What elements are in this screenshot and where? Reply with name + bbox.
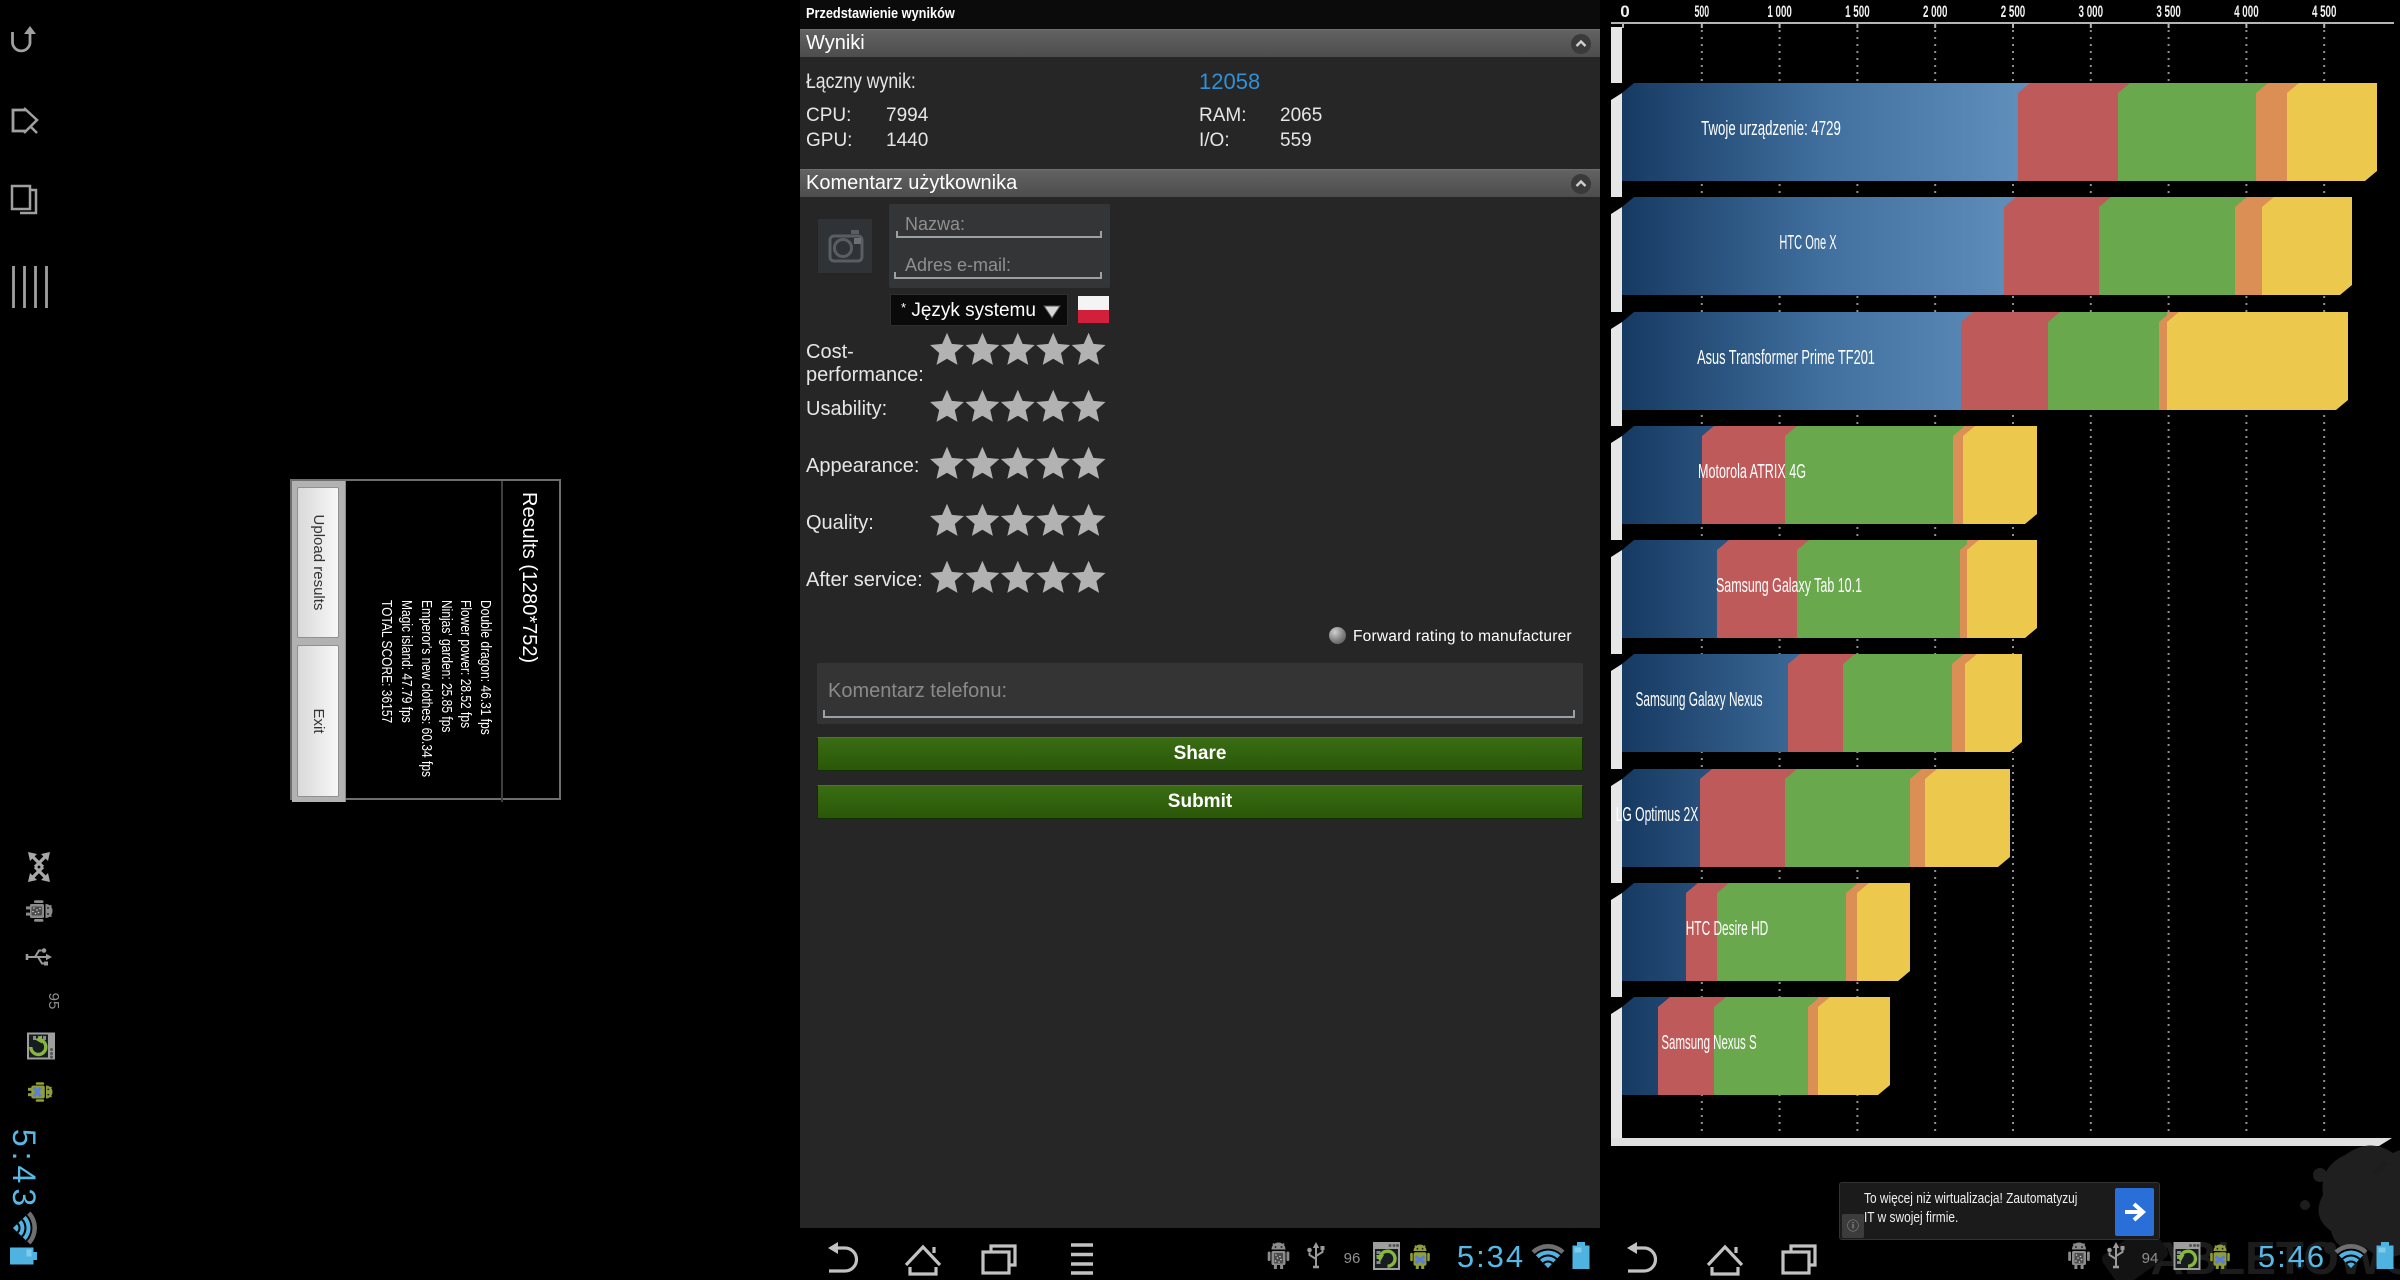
svg-text:HTC Desire HD: HTC Desire HD [1686,918,1769,940]
svg-text:2 500: 2 500 [2001,2,2026,21]
svg-text:Samsung Nexus S: Samsung Nexus S [1661,1032,1756,1054]
svg-text:HTC One X: HTC One X [1779,232,1836,254]
svg-text:3 000: 3 000 [2079,2,2104,21]
svg-text:3 500: 3 500 [2156,2,2181,21]
svg-text:1 000: 1 000 [1767,2,1792,21]
svg-text:4 500: 4 500 [2312,2,2337,21]
svg-text:Asus Transformer Prime TF201: Asus Transformer Prime TF201 [1697,347,1875,369]
svg-text:LG Optimus 2X: LG Optimus 2X [1616,804,1699,826]
svg-text:Samsung Galaxy Nexus: Samsung Galaxy Nexus [1636,689,1763,711]
svg-text:Motorola ATRIX 4G: Motorola ATRIX 4G [1698,461,1806,483]
svg-text:4 000: 4 000 [2234,2,2259,21]
svg-text:0: 0 [1620,2,1629,21]
svg-text:500: 500 [1694,2,1709,21]
svg-text:1 500: 1 500 [1845,2,1870,21]
svg-text:Twoje urządzenie: 4729: Twoje urządzenie: 4729 [1701,118,1841,140]
svg-text:Samsung Galaxy Tab 10.1: Samsung Galaxy Tab 10.1 [1716,575,1862,597]
svg-text:2 000: 2 000 [1923,2,1948,21]
